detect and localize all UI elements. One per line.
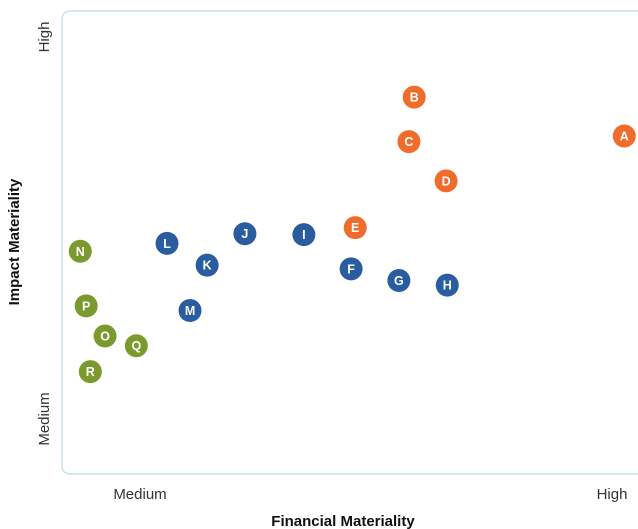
point-o: O bbox=[93, 324, 117, 348]
point-l: L bbox=[155, 231, 179, 255]
point-f: F bbox=[339, 257, 363, 281]
point-marker bbox=[155, 231, 179, 255]
point-m: M bbox=[178, 299, 202, 323]
point-label: Q bbox=[131, 339, 141, 353]
x-axis-label: Financial Materiality bbox=[271, 513, 415, 529]
x-tick-medium: Medium bbox=[113, 486, 166, 503]
point-marker bbox=[68, 239, 92, 263]
y-tick-high: High bbox=[36, 22, 53, 53]
y-tick-medium: Medium bbox=[36, 392, 53, 445]
point-label: G bbox=[394, 274, 404, 288]
point-label: P bbox=[82, 299, 90, 313]
x-tick-high: High bbox=[597, 486, 628, 503]
point-marker bbox=[402, 85, 426, 109]
point-label: J bbox=[241, 227, 248, 241]
point-label: A bbox=[620, 130, 629, 144]
points-layer: A B C D E F G H I J K L M N O P Q R bbox=[68, 85, 636, 384]
point-marker bbox=[435, 273, 459, 297]
point-b: B bbox=[402, 85, 426, 109]
point-marker bbox=[612, 124, 636, 148]
point-label: I bbox=[302, 228, 305, 242]
point-k: K bbox=[195, 253, 219, 277]
point-r: R bbox=[78, 360, 102, 384]
point-c: C bbox=[397, 130, 421, 154]
point-marker bbox=[178, 299, 202, 323]
point-h: H bbox=[435, 273, 459, 297]
point-n: N bbox=[68, 239, 92, 263]
point-i: I bbox=[292, 223, 316, 247]
point-p: P bbox=[74, 294, 98, 318]
point-marker bbox=[387, 268, 411, 292]
point-label: F bbox=[347, 262, 355, 276]
point-marker bbox=[233, 222, 257, 246]
point-label: N bbox=[76, 245, 85, 259]
point-a: A bbox=[612, 124, 636, 148]
point-label: L bbox=[163, 237, 171, 251]
point-marker bbox=[74, 294, 98, 318]
point-label: E bbox=[351, 221, 359, 235]
plot-frame bbox=[61, 10, 638, 475]
point-label: R bbox=[86, 365, 95, 379]
point-label: O bbox=[100, 330, 110, 344]
point-marker bbox=[93, 324, 117, 348]
point-marker bbox=[78, 360, 102, 384]
point-label: C bbox=[404, 135, 413, 149]
point-label: K bbox=[203, 259, 212, 273]
point-label: D bbox=[442, 174, 451, 188]
point-label: M bbox=[185, 304, 195, 318]
point-marker bbox=[195, 253, 219, 277]
point-marker bbox=[124, 334, 148, 358]
point-marker bbox=[339, 257, 363, 281]
point-q: Q bbox=[124, 334, 148, 358]
point-marker bbox=[434, 169, 458, 193]
point-j: J bbox=[233, 222, 257, 246]
point-marker bbox=[343, 216, 367, 240]
point-e: E bbox=[343, 216, 367, 240]
point-label: B bbox=[410, 91, 419, 105]
point-d: D bbox=[434, 169, 458, 193]
point-marker bbox=[397, 130, 421, 154]
point-marker bbox=[292, 223, 316, 247]
y-axis-label: Impact Materiality bbox=[6, 178, 23, 305]
point-label: H bbox=[443, 279, 452, 293]
point-g: G bbox=[387, 268, 411, 292]
